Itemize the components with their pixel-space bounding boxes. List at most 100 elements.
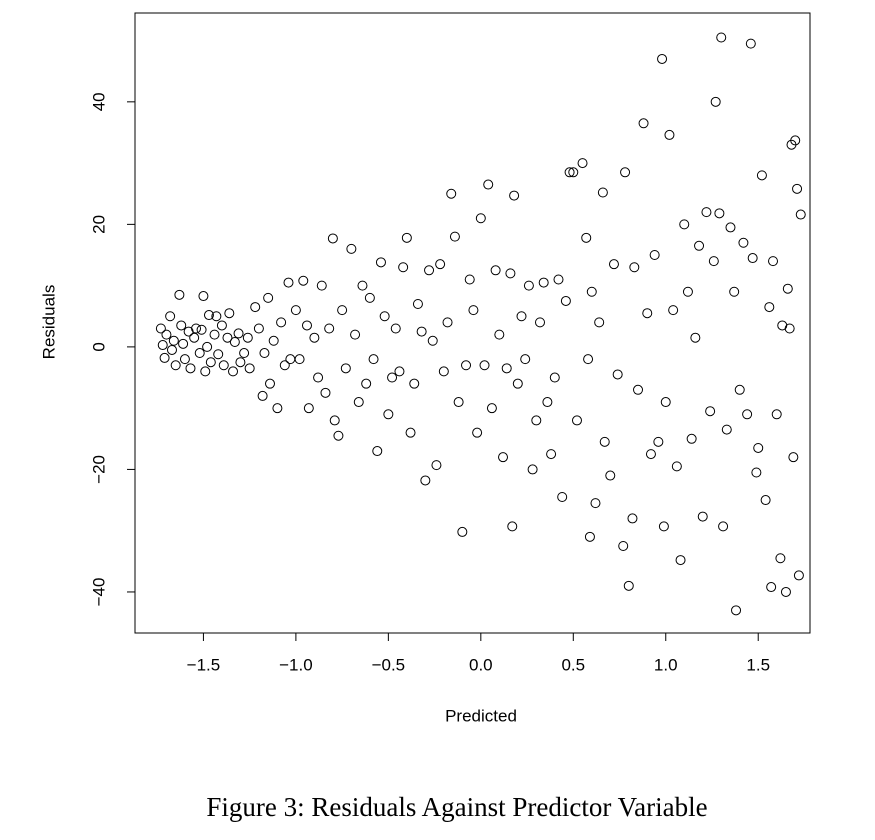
point [623, 580, 634, 591]
point [372, 446, 383, 457]
point [594, 317, 605, 328]
point [697, 511, 708, 522]
point [479, 360, 490, 371]
point [301, 320, 312, 331]
point [412, 299, 423, 310]
point [586, 286, 597, 297]
point [178, 338, 189, 349]
point [509, 190, 520, 201]
point [788, 452, 799, 463]
caption: Figure 3: Residuals Against Predictor Va… [206, 792, 707, 822]
point [784, 323, 795, 334]
point [211, 311, 222, 322]
point [483, 179, 494, 190]
point [438, 366, 449, 377]
point [725, 222, 736, 233]
point [766, 582, 777, 593]
point [649, 249, 660, 260]
point [535, 317, 545, 328]
point [790, 135, 801, 146]
point [387, 372, 398, 383]
point [653, 436, 664, 447]
point [183, 326, 194, 337]
point [368, 354, 379, 365]
point [209, 329, 220, 340]
point [166, 344, 177, 355]
point [283, 277, 294, 288]
point [686, 433, 697, 444]
x-tick-label: 1.0 [654, 655, 678, 674]
point [316, 280, 327, 291]
point [361, 378, 372, 389]
point [233, 328, 244, 339]
point [285, 354, 296, 365]
point [174, 289, 185, 300]
point [202, 341, 213, 352]
point [200, 366, 211, 377]
point [782, 283, 793, 294]
point [584, 531, 595, 542]
point [216, 320, 227, 331]
point [738, 237, 749, 248]
point [538, 277, 549, 288]
point [185, 363, 196, 374]
point [235, 357, 246, 368]
point [577, 158, 588, 169]
point [520, 354, 531, 365]
point [638, 118, 649, 129]
point [612, 369, 623, 380]
point [768, 256, 779, 267]
point [516, 311, 527, 322]
x-tick-label: 1.5 [746, 655, 770, 674]
point [198, 291, 209, 302]
point [775, 553, 786, 564]
point [224, 308, 235, 319]
point [257, 390, 268, 401]
point [490, 265, 501, 276]
point [449, 231, 460, 242]
x-tick-label: −1.0 [279, 655, 313, 674]
point [196, 324, 207, 335]
point [298, 275, 309, 286]
point [658, 521, 669, 532]
point [383, 409, 394, 420]
point [375, 257, 386, 268]
point [571, 415, 582, 426]
point [731, 605, 742, 616]
point [645, 449, 656, 460]
point [718, 521, 729, 532]
point [560, 295, 571, 306]
point [457, 526, 468, 537]
y-tick-label: 40 [89, 92, 108, 111]
point [795, 209, 806, 220]
point [777, 320, 788, 331]
point [263, 292, 274, 303]
point [329, 415, 340, 426]
point [189, 332, 200, 343]
point [498, 452, 509, 463]
point [742, 409, 753, 420]
x-tick-label: −0.5 [372, 655, 406, 674]
point [668, 305, 679, 316]
point [690, 332, 701, 343]
point [694, 240, 705, 251]
point [642, 308, 653, 319]
point [618, 541, 629, 552]
point [353, 397, 364, 408]
point [760, 495, 771, 506]
point [272, 403, 283, 414]
point [409, 378, 420, 389]
point [657, 53, 668, 64]
point [309, 332, 320, 343]
point [170, 360, 181, 371]
y-axis-label: Residuals [39, 285, 58, 360]
point [453, 397, 464, 408]
point [486, 403, 497, 414]
point [290, 305, 301, 316]
point [461, 360, 472, 371]
point [279, 360, 290, 371]
x-tick-label: 0.0 [469, 655, 493, 674]
point [605, 470, 616, 481]
point [205, 357, 216, 368]
